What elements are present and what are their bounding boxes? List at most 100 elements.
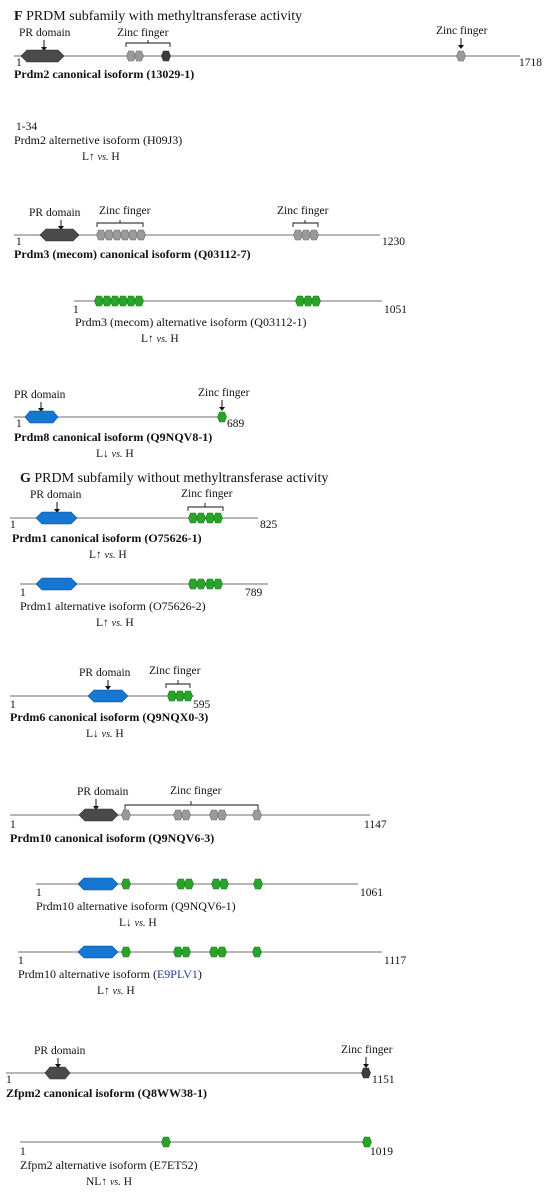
start-position: 1 <box>6 1074 12 1086</box>
zinc-finger-shape <box>134 50 144 62</box>
end-position: 1061 <box>360 887 383 899</box>
start-position: 1 <box>10 819 16 831</box>
zinc-finger-shape <box>128 229 138 241</box>
zinc-finger-bracket <box>292 220 319 227</box>
zinc-finger-shape <box>205 578 215 590</box>
zinc-finger-shape <box>118 295 128 307</box>
zinc-finger-shape <box>217 809 227 821</box>
zinc-finger-shape <box>110 295 120 307</box>
end-position: 1718 <box>519 57 542 69</box>
zinc-finger-shape <box>205 512 215 524</box>
zinc-finger-shape <box>167 690 177 702</box>
pr-domain-label: PR domain <box>14 389 66 401</box>
expression-comparison: L↑ vs. H <box>89 549 127 561</box>
zinc-finger-shape <box>209 809 219 821</box>
expression-comparison: L↓ vs. H <box>119 917 157 929</box>
prdm1-alternative-row: 1 789 Prdm1 alternative isoform (O75626-… <box>20 577 268 629</box>
zinc-finger-label: Zinc finger <box>99 205 151 217</box>
zinc-finger-shape <box>161 1136 171 1148</box>
prdm8-canonical-row: PR domain Zinc finger 1 689 Prdm8 canoni… <box>14 387 250 460</box>
expression-comparison: NL↑ vs. H <box>86 1176 132 1188</box>
start-position: 1 <box>20 587 26 599</box>
isoform-name: Prdm8 canonical isoform (Q9NQV8-1) <box>14 430 212 444</box>
pr-domain-label: PR domain <box>29 207 81 219</box>
prdm2-canonical-row: PR domain Zinc finger Zinc finger 1 1718… <box>14 25 542 81</box>
isoform-name: Zfpm2 canonical isoform (Q8WW38-1) <box>6 1086 207 1100</box>
zfpm2-canonical-row: PR domain Zinc finger 1 1151 Zfpm2 canon… <box>6 1044 395 1100</box>
zinc-finger-shape <box>252 946 262 958</box>
end-position: 825 <box>260 519 278 531</box>
uniprot-link: E9PLV1 <box>157 967 198 981</box>
zinc-finger-shape <box>181 809 191 821</box>
zinc-finger-shape <box>183 690 193 702</box>
isoform-name: Prdm3 (mecom) alternative isoform (Q0311… <box>75 315 307 329</box>
pr-domain-shape <box>87 689 129 703</box>
zinc-finger-shape <box>252 809 262 821</box>
end-position: 1051 <box>384 304 407 316</box>
start-position: 1 <box>20 1146 26 1158</box>
zinc-finger-shape <box>121 878 131 890</box>
arrowhead <box>55 1064 61 1068</box>
zinc-finger-label: Zinc finger <box>117 27 169 39</box>
zinc-finger-shape <box>173 809 183 821</box>
pr-domain-label: PR domain <box>79 667 131 679</box>
prdm10-alternative1-row: 1 1061 Prdm10 alternative isoform (Q9NQV… <box>36 877 383 929</box>
isoform-name: Prdm6 canonical isoform (Q9NQX0-3) <box>10 710 208 724</box>
arrowhead <box>458 45 464 49</box>
zinc-finger-shape <box>173 946 183 958</box>
pr-domain-shape <box>77 945 119 959</box>
end-position: 1151 <box>372 1074 395 1086</box>
pr-domain-label: PR domain <box>34 1045 86 1057</box>
zinc-finger-shape <box>181 946 191 958</box>
zinc-finger-bracket <box>96 220 144 227</box>
prdm3-alternative-row: 1 1051 Prdm3 (mecom) alternative isoform… <box>73 295 407 345</box>
zinc-finger-shape <box>121 809 131 821</box>
zinc-finger-shape <box>94 295 104 307</box>
prdm10-alternative2-row: 1 1117 Prdm10 alternative isoform (E9PLV… <box>18 945 406 997</box>
start-position: 1 <box>18 955 24 967</box>
zinc-finger-shape <box>102 295 112 307</box>
zinc-finger-shape <box>184 878 194 890</box>
section-f-title: F PRDM subfamily with methyltransferase … <box>14 9 302 24</box>
zinc-finger-shape <box>134 295 144 307</box>
zinc-finger-label: Zinc finger <box>436 25 488 37</box>
zinc-finger-shape <box>456 50 466 62</box>
zfpm2-alternative-row: 1 1019 Zfpm2 alternative isoform (E7ET52… <box>20 1136 393 1188</box>
isoform-name: Prdm3 (mecom) canonical isoform (Q03112-… <box>14 247 251 261</box>
expression-comparison: L↑ vs. H <box>141 333 179 345</box>
zinc-finger-label: Zinc finger <box>170 785 222 797</box>
pr-domain-shape <box>77 877 119 891</box>
isoform-name: Prdm10 alternative isoform (Q9NQV6-1) <box>36 899 236 913</box>
zinc-finger-shape <box>112 229 122 241</box>
zinc-finger-shape <box>175 690 185 702</box>
zinc-finger-shape <box>196 578 206 590</box>
zinc-finger-shape <box>217 411 227 423</box>
prdm6-canonical-row: PR domain Zinc finger 1 595 Prdm6 canoni… <box>10 665 211 740</box>
zinc-finger-shape <box>126 50 136 62</box>
start-position: 1 <box>10 519 16 531</box>
zinc-finger-shape <box>209 946 219 958</box>
arrowhead <box>38 408 44 412</box>
zinc-finger-shape <box>120 229 130 241</box>
prdm10-canonical-row: PR domain Zinc finger 1 1147 Prdm10 cano… <box>10 785 387 845</box>
expression-comparison: L↑ vs. H <box>82 151 120 163</box>
end-position: 1019 <box>370 1146 393 1158</box>
arrowhead <box>41 47 47 51</box>
isoform-name: Prdm2 alternetive isoform (H09J3) <box>14 133 182 147</box>
range-label: 1-34 <box>16 121 37 133</box>
end-position: 1147 <box>364 819 387 831</box>
pr-domain-label: PR domain <box>19 27 71 39</box>
isoform-name: Prdm10 canonical isoform (Q9NQV6-3) <box>10 831 214 845</box>
zinc-finger-shape <box>126 295 136 307</box>
zinc-finger-label: Zinc finger <box>198 387 250 399</box>
zinc-finger-label: Zinc finger <box>341 1044 393 1056</box>
pr-domain-label: PR domain <box>77 786 129 798</box>
zinc-finger-shape <box>303 295 313 307</box>
zinc-finger-shape <box>188 512 198 524</box>
expression-comparison: L↑ vs. H <box>97 985 135 997</box>
pr-domain-shape <box>35 511 78 525</box>
arrowhead <box>58 226 64 230</box>
end-position: 789 <box>245 587 263 599</box>
start-position: 1 <box>73 304 79 316</box>
